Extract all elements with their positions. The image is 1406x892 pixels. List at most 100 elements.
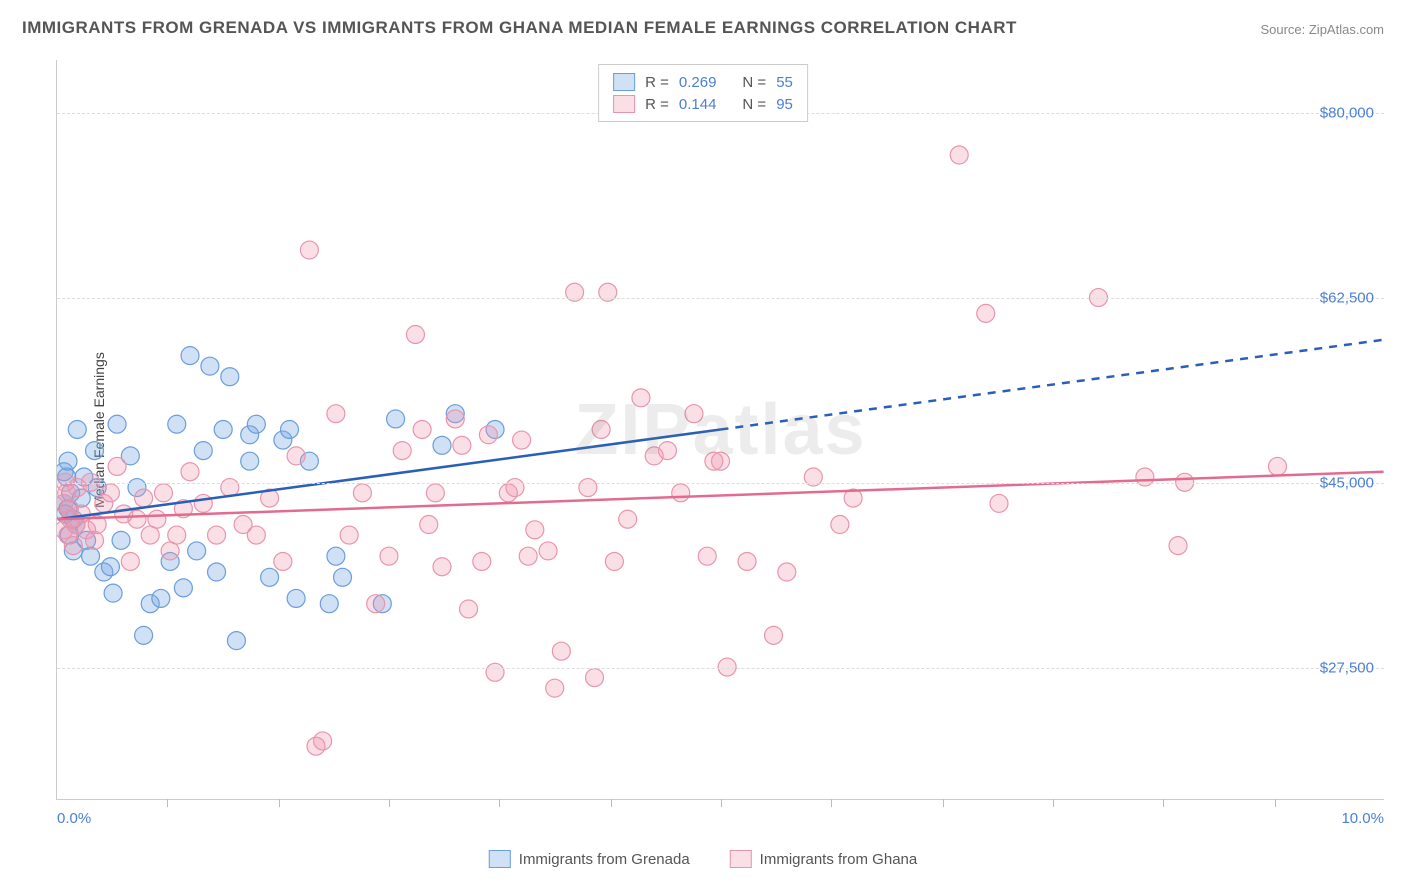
y-tick-label: $62,500: [1320, 289, 1374, 306]
n-label: N =: [742, 74, 766, 91]
data-point-ghana: [64, 537, 82, 555]
n-value: 95: [776, 96, 793, 113]
y-tick-label: $45,000: [1320, 474, 1374, 491]
stats-legend: R = 0.269 N = 55 R = 0.144 N = 95: [598, 64, 808, 122]
data-point-ghana: [605, 552, 623, 570]
data-point-ghana: [367, 595, 385, 613]
data-point-grenada: [208, 563, 226, 581]
data-point-ghana: [698, 547, 716, 565]
data-point-grenada: [188, 542, 206, 560]
y-tick-label: $27,500: [1320, 659, 1374, 676]
data-point-ghana: [460, 600, 478, 618]
data-point-grenada: [221, 368, 239, 386]
data-point-ghana: [247, 526, 265, 544]
data-point-ghana: [950, 146, 968, 164]
data-point-ghana: [486, 663, 504, 681]
data-point-ghana: [155, 484, 173, 502]
legend-item-grenada: Immigrants from Grenada: [489, 850, 690, 868]
data-point-ghana: [420, 516, 438, 534]
data-point-ghana: [353, 484, 371, 502]
data-point-ghana: [287, 447, 305, 465]
x-tick: [167, 799, 168, 807]
x-tick: [279, 799, 280, 807]
data-point-grenada: [261, 568, 279, 586]
swatch-pink-icon: [730, 850, 752, 868]
data-point-ghana: [86, 531, 104, 549]
series-legend: Immigrants from Grenada Immigrants from …: [489, 850, 917, 868]
x-tick: [389, 799, 390, 807]
gridline: [57, 668, 1384, 669]
trend-line-grenada-dashed: [721, 340, 1384, 430]
stats-row-ghana: R = 0.144 N = 95: [613, 93, 793, 115]
chart-title: IMMIGRANTS FROM GRENADA VS IMMIGRANTS FR…: [22, 18, 1017, 38]
data-point-ghana: [990, 494, 1008, 512]
data-point-ghana: [765, 626, 783, 644]
data-point-ghana: [586, 669, 604, 687]
data-point-ghana: [619, 510, 637, 528]
data-point-grenada: [68, 421, 86, 439]
data-point-ghana: [1269, 457, 1287, 475]
data-point-ghana: [632, 389, 650, 407]
x-tick: [721, 799, 722, 807]
data-point-grenada: [112, 531, 130, 549]
data-point-grenada: [334, 568, 352, 586]
scatter-svg: [57, 60, 1384, 799]
data-point-grenada: [108, 415, 126, 433]
data-point-ghana: [314, 732, 332, 750]
x-tick: [1053, 799, 1054, 807]
data-point-ghana: [552, 642, 570, 660]
data-point-ghana: [168, 526, 186, 544]
stats-row-grenada: R = 0.269 N = 55: [613, 71, 793, 93]
data-point-ghana: [300, 241, 318, 259]
data-point-grenada: [287, 589, 305, 607]
x-tick: [611, 799, 612, 807]
data-point-grenada: [135, 626, 153, 644]
x-tick: [1275, 799, 1276, 807]
data-point-ghana: [413, 421, 431, 439]
data-point-ghana: [672, 484, 690, 502]
data-point-grenada: [168, 415, 186, 433]
swatch-blue-icon: [613, 73, 635, 91]
x-tick: [1163, 799, 1164, 807]
data-point-ghana: [446, 410, 464, 428]
data-point-ghana: [506, 479, 524, 497]
data-point-ghana: [738, 552, 756, 570]
data-point-ghana: [526, 521, 544, 539]
data-point-ghana: [658, 442, 676, 460]
x-tick: [943, 799, 944, 807]
data-point-grenada: [320, 595, 338, 613]
data-point-ghana: [453, 436, 471, 454]
n-label: N =: [742, 96, 766, 113]
r-label: R =: [645, 74, 669, 91]
data-point-ghana: [380, 547, 398, 565]
data-point-grenada: [387, 410, 405, 428]
data-point-grenada: [214, 421, 232, 439]
x-min-label: 0.0%: [57, 810, 91, 827]
data-point-grenada: [201, 357, 219, 375]
data-point-ghana: [831, 516, 849, 534]
data-point-ghana: [426, 484, 444, 502]
data-point-grenada: [433, 436, 451, 454]
data-point-grenada: [174, 579, 192, 597]
data-point-ghana: [685, 405, 703, 423]
y-tick-label: $80,000: [1320, 104, 1374, 121]
data-point-ghana: [519, 547, 537, 565]
x-tick: [499, 799, 500, 807]
data-point-ghana: [101, 484, 119, 502]
r-label: R =: [645, 96, 669, 113]
data-point-grenada: [104, 584, 122, 602]
data-point-grenada: [280, 421, 298, 439]
data-point-ghana: [433, 558, 451, 576]
data-point-ghana: [340, 526, 358, 544]
legend-label: Immigrants from Ghana: [760, 851, 918, 868]
data-point-ghana: [393, 442, 411, 460]
data-point-grenada: [152, 589, 170, 607]
data-point-ghana: [135, 489, 153, 507]
data-point-ghana: [148, 510, 166, 528]
data-point-ghana: [513, 431, 531, 449]
data-point-ghana: [121, 552, 139, 570]
data-point-grenada: [227, 632, 245, 650]
chart-container: IMMIGRANTS FROM GRENADA VS IMMIGRANTS FR…: [0, 0, 1406, 892]
r-value: 0.144: [679, 96, 717, 113]
legend-label: Immigrants from Grenada: [519, 851, 690, 868]
